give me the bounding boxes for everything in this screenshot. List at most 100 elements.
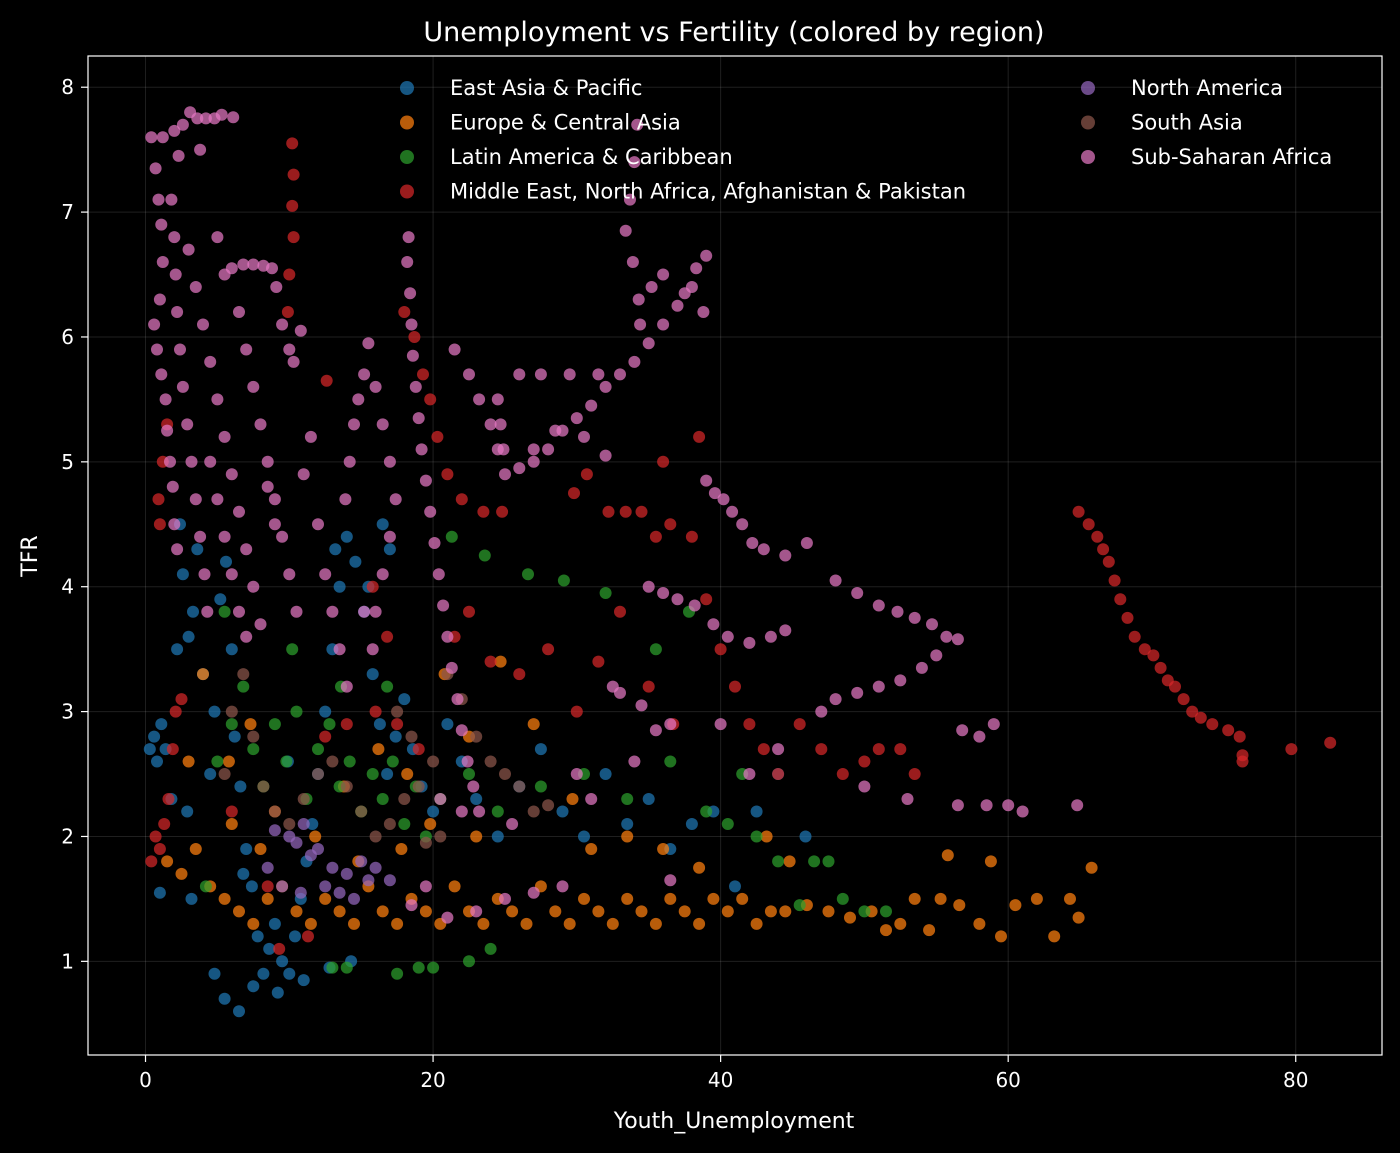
- data-point: [707, 618, 720, 631]
- data-point: [405, 318, 418, 331]
- data-point: [247, 980, 260, 993]
- data-point: [176, 568, 189, 581]
- data-point: [290, 605, 303, 618]
- data-point: [244, 718, 257, 731]
- data-point: [1002, 799, 1015, 812]
- data-point: [434, 830, 447, 843]
- data-point: [247, 580, 260, 593]
- data-point: [513, 780, 526, 793]
- data-point: [494, 418, 507, 431]
- data-point: [211, 755, 224, 768]
- data-point: [513, 668, 526, 681]
- data-point: [915, 661, 928, 674]
- data-point: [657, 587, 670, 599]
- data-point: [261, 455, 274, 468]
- legend-marker: [400, 184, 414, 199]
- x-tick-label: 0: [139, 1068, 152, 1092]
- data-point: [527, 443, 540, 456]
- data-point: [632, 293, 645, 306]
- data-point: [326, 861, 339, 874]
- data-point: [1121, 611, 1134, 624]
- data-point: [499, 768, 511, 780]
- data-point: [926, 618, 938, 631]
- data-point: [280, 755, 293, 768]
- data-point: [1072, 911, 1085, 924]
- data-point: [172, 149, 185, 162]
- data-point: [326, 605, 339, 618]
- data-point: [506, 905, 519, 918]
- data-point: [158, 818, 171, 830]
- data-point: [614, 368, 626, 381]
- data-point: [165, 193, 178, 206]
- data-point: [750, 805, 763, 818]
- data-point: [297, 468, 310, 481]
- legend-item: North America: [1081, 76, 1283, 100]
- data-point: [333, 886, 346, 899]
- data-point: [491, 830, 504, 843]
- data-point: [151, 755, 163, 768]
- data-point: [872, 743, 885, 756]
- data-point: [240, 843, 253, 855]
- data-point: [383, 455, 396, 468]
- data-point: [340, 680, 353, 693]
- data-point: [463, 368, 475, 381]
- data-point: [266, 262, 278, 275]
- data-point: [263, 942, 276, 955]
- data-point: [398, 818, 411, 830]
- data-point: [312, 743, 324, 756]
- data-point: [197, 668, 209, 681]
- data-point: [391, 967, 404, 980]
- data-point: [254, 843, 267, 855]
- data-point: [760, 830, 773, 843]
- data-point: [225, 718, 238, 731]
- data-point: [218, 992, 231, 1005]
- data-point: [556, 880, 569, 893]
- data-point: [513, 368, 526, 381]
- data-point: [628, 156, 641, 169]
- data-point: [858, 780, 871, 793]
- data-point: [700, 474, 713, 487]
- data-point: [276, 955, 289, 968]
- data-point: [1097, 543, 1110, 556]
- data-point: [441, 911, 454, 924]
- data-point: [1285, 743, 1298, 756]
- data-point: [211, 393, 224, 406]
- data-point: [542, 643, 555, 656]
- data-point: [228, 730, 241, 743]
- data-point: [395, 843, 408, 855]
- data-point: [973, 730, 986, 743]
- data-point: [624, 193, 636, 206]
- data-point: [455, 493, 468, 506]
- data-point: [940, 630, 953, 643]
- data-point: [149, 162, 162, 175]
- data-point: [339, 493, 352, 506]
- data-point: [383, 530, 396, 543]
- data-point: [182, 243, 195, 256]
- data-point: [445, 661, 458, 674]
- data-point: [289, 930, 301, 943]
- data-point: [419, 905, 432, 918]
- data-point: [477, 505, 490, 518]
- x-tick-label: 60: [995, 1068, 1020, 1092]
- data-point: [628, 355, 641, 368]
- data-point: [218, 605, 231, 618]
- data-point: [329, 543, 342, 556]
- data-point: [693, 430, 706, 443]
- data-point: [412, 412, 425, 425]
- data-point: [349, 555, 362, 568]
- data-point: [923, 924, 936, 937]
- data-point: [237, 668, 250, 681]
- data-point: [746, 537, 759, 549]
- data-point: [621, 818, 634, 830]
- data-point: [779, 549, 792, 562]
- data-point: [283, 343, 296, 356]
- data-point: [829, 574, 842, 587]
- legend-item: South Asia: [1081, 111, 1243, 135]
- data-point: [1128, 630, 1141, 643]
- data-point: [194, 530, 207, 543]
- data-point: [287, 231, 300, 244]
- data-point: [506, 818, 519, 830]
- data-point: [237, 258, 250, 271]
- data-point: [240, 543, 253, 556]
- data-point: [549, 424, 562, 437]
